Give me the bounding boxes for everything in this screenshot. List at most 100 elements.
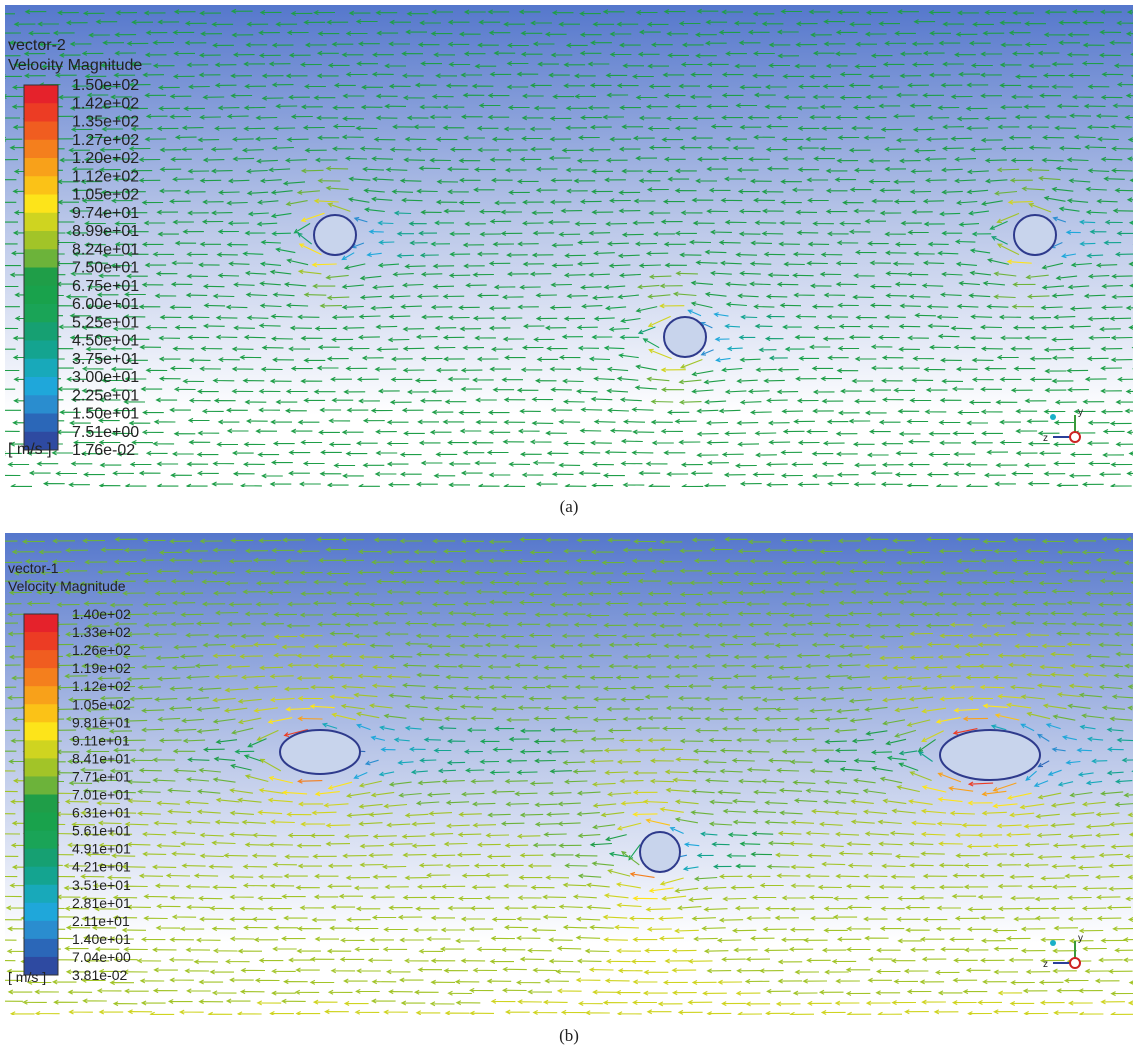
colorbar-label: 1.12e+02 [72,168,139,185]
colorbar-band [24,668,58,687]
colorbar-label: 1.05e+02 [72,187,139,204]
colorbar-label: 7.71e+01 [72,768,131,784]
colorbar-band [24,414,58,433]
colorbar-label: 6.75e+01 [72,278,139,295]
colorbar-label: 1.27e+02 [72,132,139,149]
colorbar-label: 2.11e+01 [72,913,130,929]
triad-origin [1070,958,1080,968]
legend-unit: [ m/s ] [8,969,46,985]
colorbar-band [24,122,58,141]
legend-quantity: Velocity Magnitude [8,57,142,74]
colorbar-label: 6.00e+01 [72,296,139,313]
caption: (a) [0,497,1138,517]
legend-unit: [ m/s ] [8,441,52,458]
colorbar-label: 7.50e+01 [72,260,139,277]
triad-label: y [1078,933,1083,944]
colorbar-label: 1.50e+02 [72,77,139,94]
colorbar-label: 3.81e-02 [72,967,127,983]
colorbar-band [24,776,58,795]
colorbar-band [24,231,58,250]
colorbar-label: 1.50e+01 [72,406,139,423]
colorbar-band [24,614,58,633]
triad-origin [1070,432,1080,442]
colorbar-band [24,885,58,904]
triad-marker [1050,940,1056,946]
colorbar-band [24,213,58,232]
colorbar-label: 9.81e+01 [72,714,131,730]
colorbar-label: 1.35e+02 [72,114,139,131]
colorbar-band [24,359,58,378]
colorbar-band [24,286,58,305]
vector-plot: vector-1Velocity Magnitude1.40e+021.33e+… [5,533,1133,1015]
colorbar-label: 7.51e+00 [72,424,139,441]
colorbar-band [24,249,58,268]
colorbar-band [24,85,58,104]
colorbar-band [24,103,58,122]
colorbar-band [24,758,58,777]
colorbar-band [24,740,58,759]
colorbar-label: 5.61e+01 [72,823,131,839]
triad-label: z [1043,959,1048,970]
colorbar-label: 8.99e+01 [72,223,139,240]
colorbar-label: 1.76e-02 [72,442,135,459]
colorbar-label: 1.19e+02 [72,660,131,676]
caption: (b) [0,1026,1138,1046]
colorbar-band [24,939,58,958]
colorbar-label: 3.75e+01 [72,351,139,368]
colorbar-band [24,704,58,723]
colorbar-label: 4.21e+01 [72,859,131,875]
body [314,215,356,255]
colorbar-band [24,831,58,850]
colorbar-band [24,322,58,341]
colorbar-label: 7.04e+00 [72,949,131,965]
colorbar-band [24,195,58,214]
colorbar-label: 5.25e+01 [72,314,139,331]
triad-label: z [1043,433,1048,444]
body [940,730,1040,780]
background [5,5,1133,487]
colorbar-label: 9.74e+01 [72,205,139,222]
colorbar-label: 8.41e+01 [72,750,131,766]
body [280,730,360,774]
colorbar-band [24,158,58,177]
body [1014,215,1056,255]
colorbar-label: 2.25e+01 [72,387,139,404]
colorbar-label: 1.40e+01 [72,931,131,947]
colorbar-band [24,341,58,360]
colorbar-label: 1.40e+02 [72,606,131,622]
colorbar-label: 1.12e+02 [72,678,131,694]
colorbar-band [24,377,58,396]
colorbar-band [24,395,58,414]
triad-label: y [1078,407,1083,418]
colorbar-band [24,268,58,287]
colorbar-band [24,686,58,705]
colorbar-label: 1.26e+02 [72,642,131,658]
colorbar-label: 1.20e+02 [72,150,139,167]
colorbar-band [24,795,58,814]
colorbar-label: 2.81e+01 [72,895,131,911]
legend-title: vector-2 [8,37,66,54]
colorbar-band [24,813,58,832]
colorbar-band [24,722,58,741]
colorbar-label: 6.31e+01 [72,805,131,821]
colorbar-label: 4.91e+01 [72,841,131,857]
colorbar-band [24,304,58,323]
colorbar-label: 9.11e+01 [72,732,130,748]
figure: vector-2 Velocity Magnitude 1.50e+021.42e+… [0,0,1138,1051]
vector-plot: vector-2 Velocity Magnitude 1.50e+021.42e+… [5,5,1133,487]
colorbar-band [24,176,58,195]
colorbar-band [24,921,58,940]
colorbar-band [24,867,58,886]
colorbar-band [24,650,58,669]
colorbar-label: 1.42e+02 [72,95,139,112]
colorbar-band [24,849,58,868]
colorbar-band [24,903,58,922]
colorbar-label: 3.51e+01 [72,877,131,893]
body [664,317,706,357]
colorbar-label: 7.01e+01 [72,787,131,803]
legend-quantity: Velocity Magnitude [8,578,126,594]
triad-marker [1050,414,1056,420]
colorbar-label: 4.50e+01 [72,333,139,350]
colorbar-label: 3.00e+01 [72,369,139,386]
colorbar-label: 1.05e+02 [72,696,131,712]
